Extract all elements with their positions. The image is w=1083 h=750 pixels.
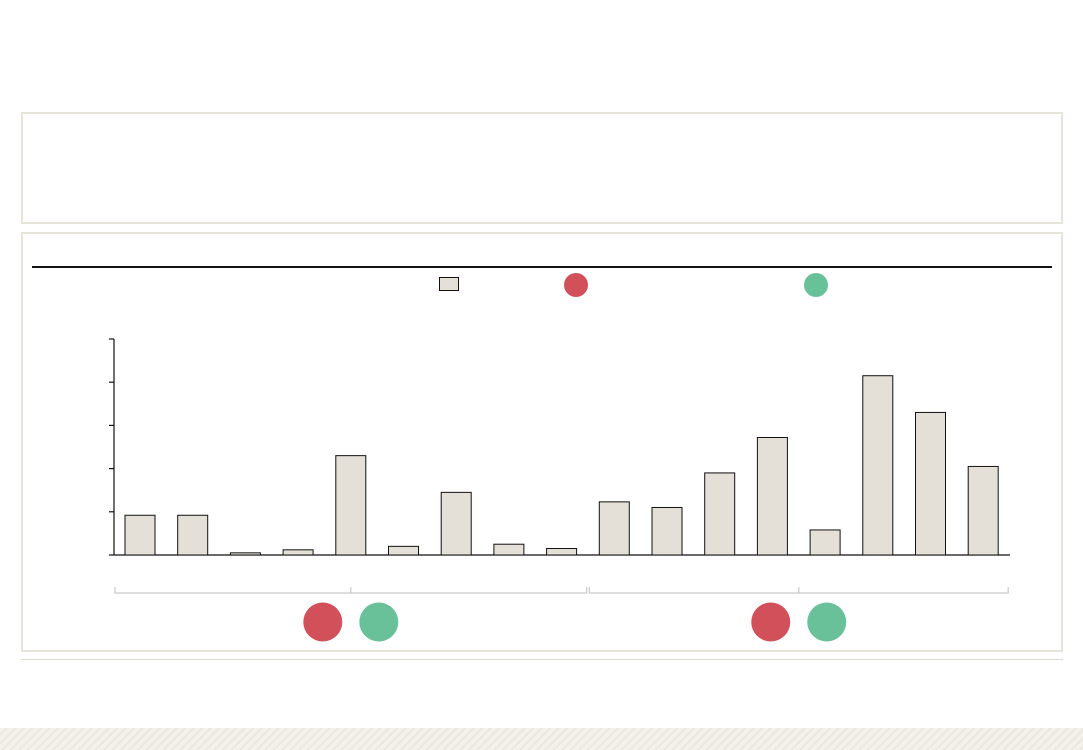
bar: [440, 491, 472, 556]
legend-bar-swatch: [439, 277, 459, 291]
bar: [493, 543, 525, 556]
legend: [439, 273, 828, 297]
header-panel: [21, 112, 1063, 224]
group-bracket: [114, 587, 588, 594]
bar: [282, 549, 314, 556]
bar: [704, 472, 736, 556]
group-red-marker: [303, 602, 343, 642]
bar: [177, 514, 209, 556]
bar: [651, 506, 683, 556]
footer-band: [0, 728, 1083, 750]
footer-divider: [21, 659, 1063, 660]
bar: [598, 501, 630, 556]
bar: [124, 514, 156, 556]
legend-green-dot: [804, 273, 828, 297]
group-bracket: [588, 587, 1009, 594]
y-axis: [109, 338, 115, 556]
bar: [809, 529, 841, 556]
bar: [862, 375, 894, 556]
category-groups: [114, 587, 1009, 642]
bar: [756, 436, 788, 556]
bar: [335, 455, 367, 556]
bar: [229, 552, 261, 556]
bar: [967, 465, 999, 556]
legend-red-dot: [564, 273, 588, 297]
group-red-marker: [751, 602, 791, 642]
group-green-marker: [807, 602, 847, 642]
bar: [546, 548, 578, 556]
bars: [124, 375, 999, 556]
group-green-marker: [359, 602, 399, 642]
bar: [388, 545, 419, 556]
bar: [915, 411, 946, 556]
